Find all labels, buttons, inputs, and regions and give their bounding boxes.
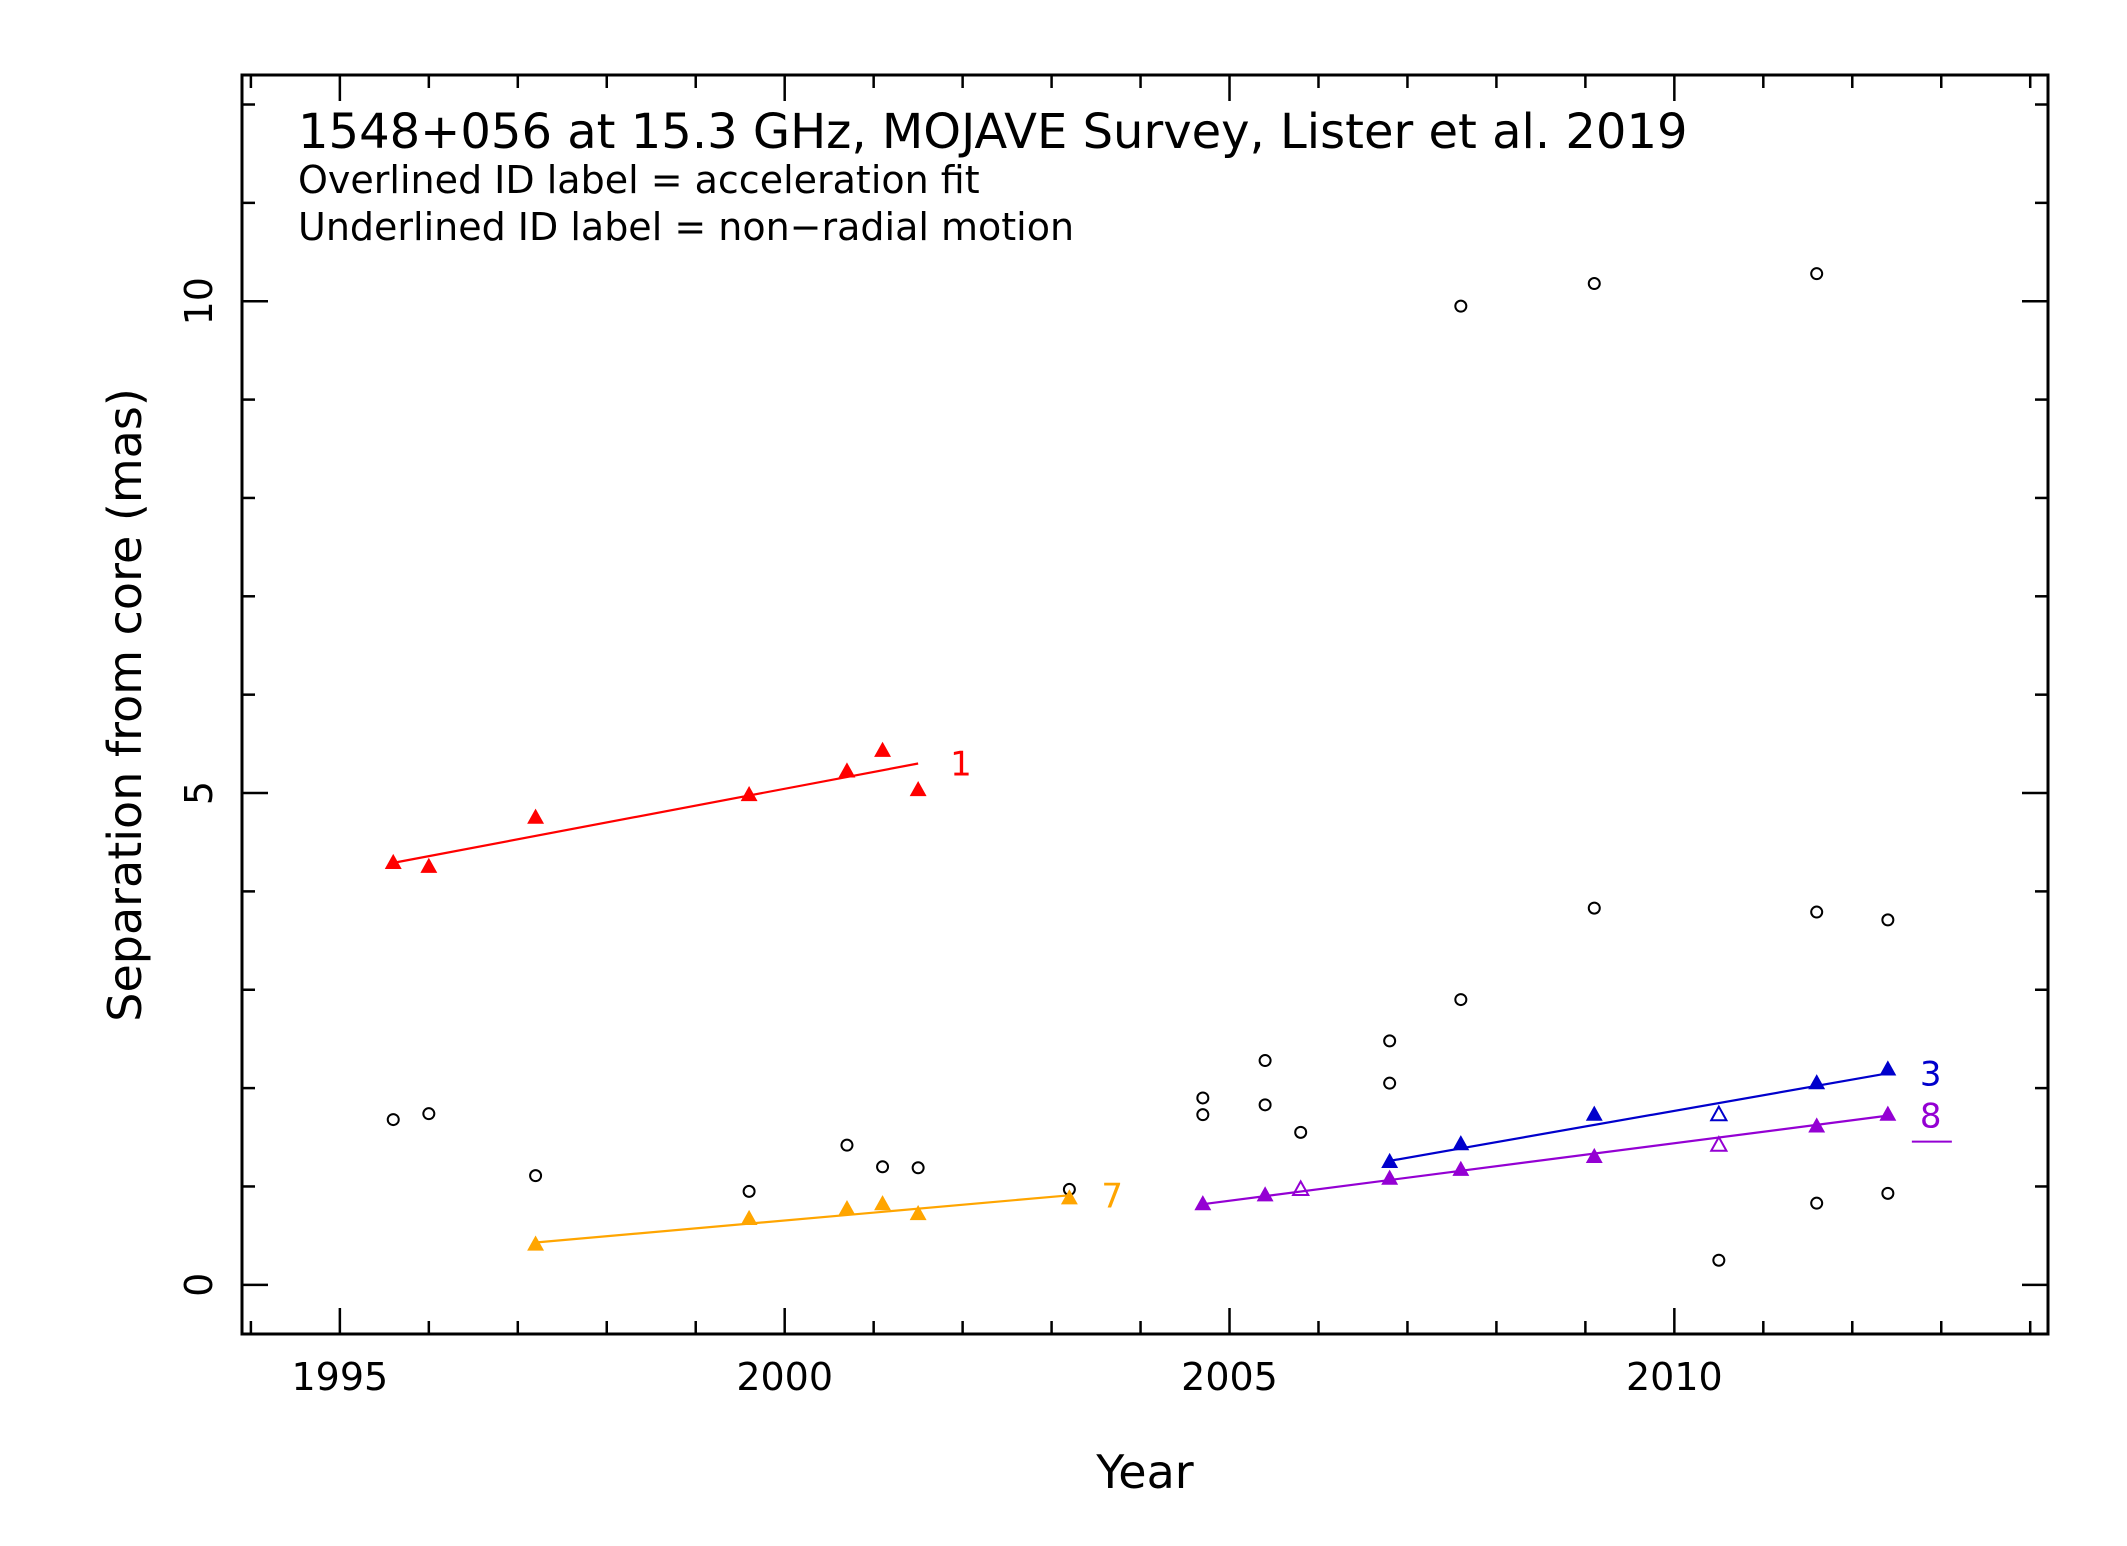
fit-line-8 — [1202, 1114, 1889, 1206]
unassigned-point — [1383, 1076, 1397, 1090]
series-label-1: 1 — [950, 745, 972, 785]
x-tick-label: 2010 — [1626, 1355, 1723, 1399]
data-point — [838, 762, 856, 778]
data-point — [1256, 1186, 1274, 1202]
unassigned-point — [422, 1107, 436, 1121]
unassigned-point — [911, 1161, 925, 1175]
chart-subtitle-1: Overlined ID label = acceleration fit — [298, 158, 980, 202]
data-point — [740, 1209, 758, 1226]
unassigned-point — [529, 1169, 543, 1183]
data-point — [909, 1204, 927, 1221]
plot-frame — [240, 73, 2050, 1336]
data-point — [1808, 1117, 1826, 1133]
data-point — [527, 808, 545, 824]
data-point — [420, 857, 438, 873]
series-3: 3 — [1381, 1054, 1942, 1168]
data-point — [1585, 1147, 1603, 1164]
unassigned-point — [1810, 1196, 1824, 1210]
unassigned-point — [742, 1184, 756, 1198]
unassigned-point — [1587, 277, 1601, 291]
data-point — [1879, 1060, 1897, 1076]
open-data-point — [1709, 1135, 1729, 1152]
unassigned-point — [876, 1160, 890, 1174]
unassigned-point — [1587, 901, 1601, 915]
unassigned-point — [1810, 905, 1824, 919]
data-point — [740, 785, 758, 802]
unassigned-point — [1881, 913, 1895, 927]
x-tick-label: 1995 — [292, 1355, 389, 1399]
series-1: 1 — [384, 741, 972, 873]
unassigned-point — [1810, 267, 1824, 281]
fit-line-7 — [535, 1194, 1070, 1244]
unassigned-point — [386, 1113, 400, 1127]
data-point — [1060, 1189, 1078, 1205]
unassigned-point — [1881, 1186, 1895, 1200]
data-point — [1381, 1169, 1399, 1185]
unassigned-point — [1454, 993, 1468, 1007]
data-point — [1585, 1105, 1603, 1121]
unassigned-point — [1196, 1091, 1210, 1105]
data-point — [1452, 1135, 1470, 1151]
unassigned-point — [1258, 1054, 1272, 1068]
series-label-8: 8 — [1920, 1097, 1942, 1137]
data-point — [1381, 1152, 1399, 1168]
series-label-3: 3 — [1920, 1054, 1942, 1094]
unassigned-point — [1196, 1108, 1210, 1122]
y-tick-label: 10 — [177, 277, 221, 325]
x-tick-label: 2000 — [736, 1355, 833, 1399]
axis-ticks — [242, 75, 2048, 1334]
data-point — [1808, 1074, 1826, 1090]
data-point — [838, 1200, 856, 1216]
data-point — [909, 781, 927, 797]
chart-subtitle-2: Underlined ID label = non−radial motion — [298, 205, 1074, 249]
chart-title: 1548+056 at 15.3 GHz, MOJAVE Survey, Lis… — [298, 104, 1688, 160]
unassigned-point — [1294, 1125, 1308, 1139]
data-point — [1452, 1160, 1470, 1176]
unassigned-point — [1454, 299, 1468, 313]
y-tick-label: 0 — [177, 1273, 221, 1297]
open-data-point — [1709, 1104, 1729, 1122]
data-point — [874, 741, 892, 757]
series-7: 7 — [527, 1176, 1123, 1251]
axis-tick-labels: 1995 2000 2005 2010 0 5 10 — [177, 277, 1723, 1399]
y-tick-label: 5 — [177, 781, 221, 805]
x-tick-label: 2005 — [1181, 1355, 1278, 1399]
series-label-7: 7 — [1101, 1176, 1123, 1216]
unassigned-point — [1258, 1098, 1272, 1112]
open-data-point — [1291, 1179, 1310, 1197]
data-point — [384, 853, 402, 869]
unassigned-point — [840, 1138, 854, 1152]
unassigned-point — [1383, 1034, 1397, 1048]
fit-line-3 — [1389, 1072, 1889, 1162]
unassigned-point — [1712, 1253, 1726, 1267]
data-point — [1194, 1195, 1212, 1211]
series-8: 8 — [1194, 1097, 1952, 1211]
data-point — [1879, 1105, 1897, 1121]
y-axis-title: Separation from core (mas) — [98, 388, 152, 1022]
data-point — [874, 1195, 892, 1211]
data-point — [527, 1235, 545, 1251]
x-axis-title: Year — [1095, 1445, 1193, 1499]
fit-line-1 — [393, 762, 919, 864]
